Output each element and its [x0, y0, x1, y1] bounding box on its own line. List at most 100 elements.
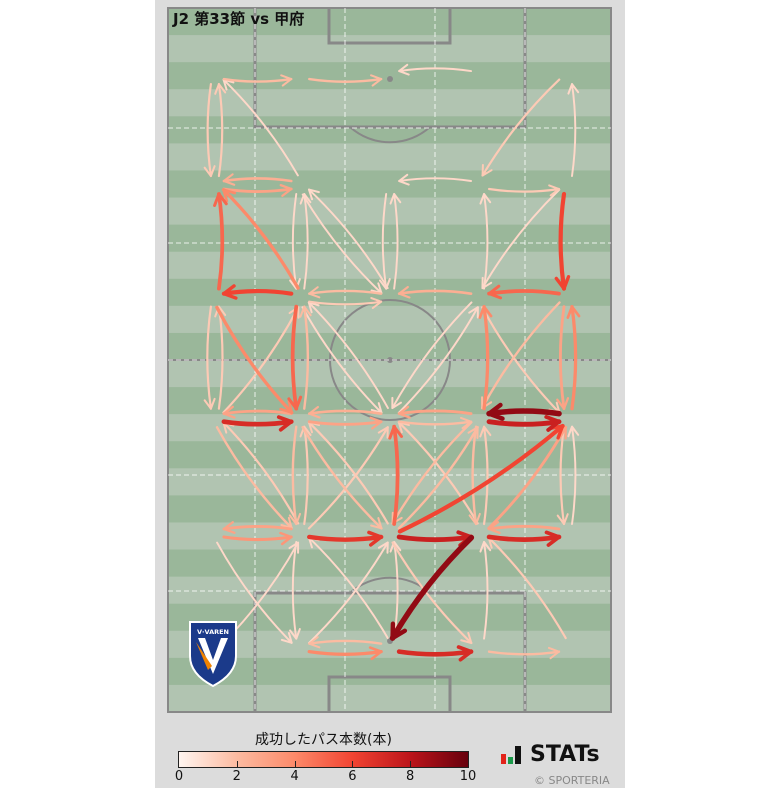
pass-arrowhead	[222, 521, 236, 534]
pass-arrowhead	[467, 426, 479, 439]
pass-line	[389, 534, 475, 641]
pass-line	[486, 534, 562, 542]
pass-arrowhead	[370, 517, 383, 530]
pass-line	[222, 535, 293, 542]
pass-arrowhead	[370, 74, 383, 87]
pass-line	[307, 536, 389, 640]
pass-arrow	[307, 188, 389, 290]
pass-line	[481, 78, 561, 177]
pass-line	[222, 409, 293, 416]
pass-line	[303, 305, 310, 410]
pitch-stripe	[168, 224, 611, 253]
colorbar-tick	[352, 761, 354, 767]
pass-arrow	[213, 192, 228, 291]
pass-arrow	[388, 424, 404, 526]
pitch-stripe	[168, 360, 611, 388]
pass-line	[308, 639, 383, 645]
pass-line	[307, 301, 389, 410]
pass-arrow	[222, 405, 293, 419]
pass-arrowhead	[544, 530, 561, 547]
pass-arrowhead	[222, 405, 236, 419]
pass-arrowhead	[556, 513, 569, 525]
pass-arrowhead	[308, 405, 321, 419]
pass-arrowhead	[389, 193, 402, 205]
pass-arrow	[487, 284, 561, 300]
pitch-stripe	[168, 468, 611, 496]
pitch-stripe	[168, 143, 611, 171]
pass-arrowhead	[468, 306, 479, 319]
logo-text: V·VAREN	[197, 628, 229, 636]
pass-arrowhead	[214, 83, 227, 95]
pass-arrow	[398, 173, 473, 186]
goal-area	[327, 8, 452, 45]
pass-arrowhead	[479, 540, 492, 553]
pass-arrowhead	[554, 275, 571, 291]
pass-line	[221, 289, 294, 296]
pass-line	[397, 423, 565, 534]
pass-line	[215, 305, 294, 415]
colorbar-tick	[294, 761, 296, 767]
colorbar-tick-label: 10	[459, 769, 477, 784]
pass-line	[301, 306, 383, 414]
pass-line	[307, 541, 389, 644]
pass-arrowhead	[456, 645, 473, 662]
pass-arrow	[222, 306, 300, 414]
pass-arrow	[479, 425, 492, 526]
pass-arrowhead	[222, 173, 236, 186]
pass-arrowhead	[398, 173, 410, 186]
pass-arrow	[481, 188, 561, 290]
pass-line	[397, 420, 473, 426]
pass-arrowhead	[567, 83, 580, 95]
pass-arrowhead	[289, 278, 301, 290]
pass-line	[307, 649, 383, 656]
pass-arrow	[397, 285, 473, 299]
pass-line	[206, 82, 212, 178]
pass-arrowhead	[214, 305, 227, 318]
pass-arrowhead	[548, 184, 561, 197]
pass-arrow	[487, 521, 561, 535]
pass-arrowhead	[487, 284, 503, 300]
pass-arrowhead	[279, 183, 293, 197]
colorbar-tick	[410, 761, 412, 767]
pass-line	[397, 409, 473, 416]
pass-arrowhead	[368, 646, 383, 661]
pass-arrowhead	[388, 425, 404, 440]
pass-line	[392, 424, 400, 526]
pass-arrowhead	[567, 425, 580, 438]
pass-arrow	[308, 297, 383, 309]
pass-line	[391, 421, 473, 525]
pass-arrow	[222, 521, 293, 534]
pass-arrow	[566, 304, 581, 411]
copyright: © SPORTERIA	[534, 774, 610, 787]
pass-arrow	[222, 531, 293, 546]
pass-arrow	[397, 306, 479, 414]
pass-line	[217, 82, 224, 178]
pass-line	[570, 304, 578, 411]
pass-arrowhead	[481, 396, 493, 410]
pass-arrow	[308, 636, 383, 649]
pass-line	[308, 289, 383, 295]
pass-arrow	[307, 426, 389, 530]
pass-line	[291, 193, 298, 290]
pitch-stripe	[168, 603, 611, 632]
colorbar-tick-label: 4	[290, 769, 299, 784]
pass-line	[487, 650, 561, 656]
pass-arrowhead	[288, 512, 302, 525]
pass-line	[216, 541, 293, 644]
pass-arrowhead	[486, 402, 505, 421]
pass-line	[307, 420, 383, 426]
pass-line	[487, 536, 567, 640]
pass-arrow	[307, 646, 383, 661]
pass-arrow	[289, 193, 301, 290]
pass-arrow	[215, 305, 294, 415]
pass-arrowhead	[287, 395, 303, 411]
pass-arrowhead	[487, 521, 501, 535]
pass-arrowhead	[213, 192, 228, 207]
pass-arrowhead	[481, 164, 493, 177]
pass-line	[483, 541, 489, 640]
pass-arrow	[307, 405, 383, 419]
pass-arrow	[567, 83, 580, 177]
pass-arrow	[214, 305, 227, 410]
pass-line	[487, 187, 561, 193]
pass-line	[303, 425, 309, 526]
